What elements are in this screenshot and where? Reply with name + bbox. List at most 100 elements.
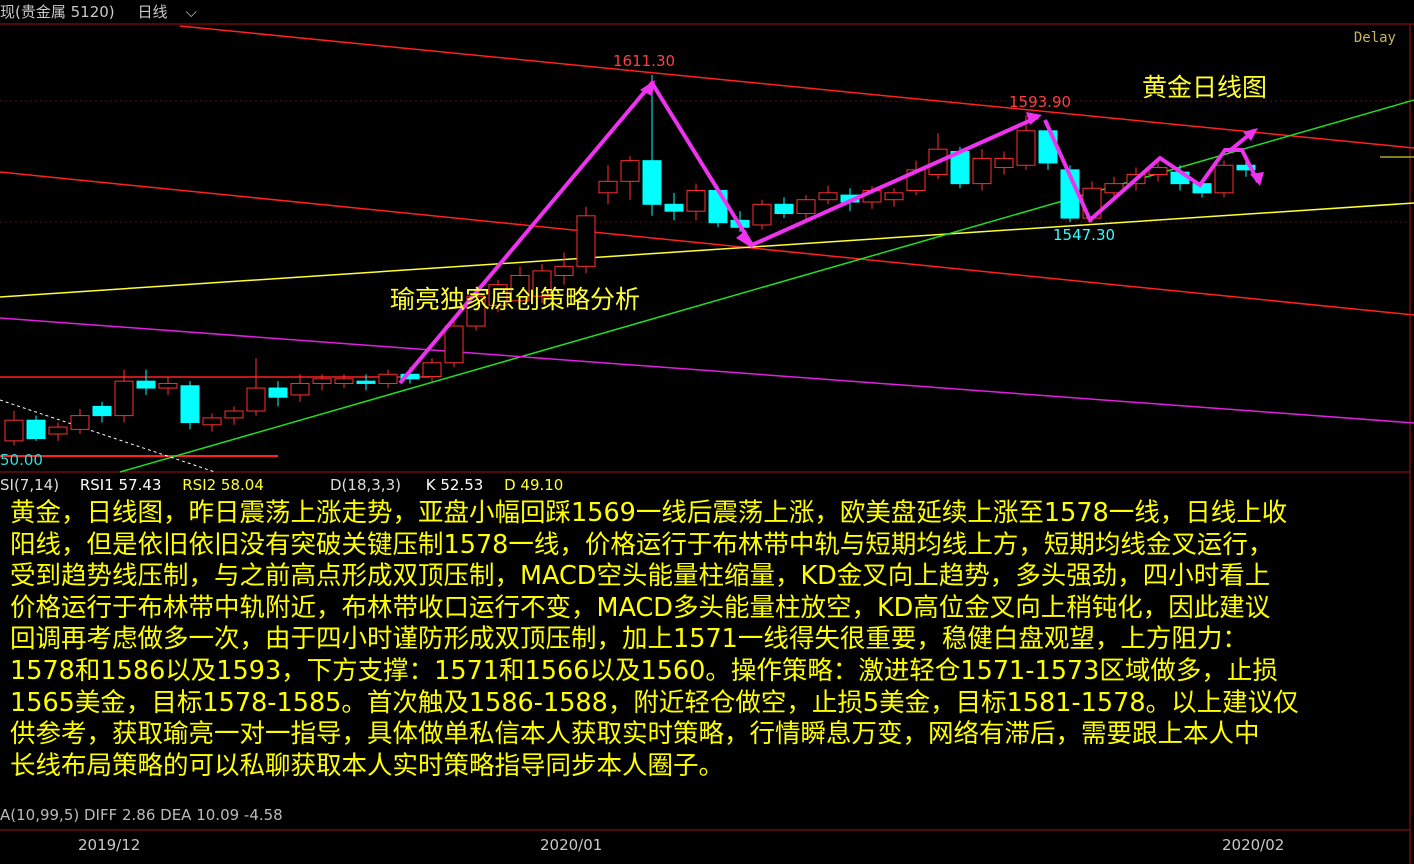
candle (70, 408, 90, 434)
analysis-line: 价格运行于布林带中轨附近，布林带收口运行不变，MACD多头能量柱放空，KD高位金… (10, 592, 1271, 623)
candle-body (136, 380, 156, 389)
candle (48, 422, 68, 441)
arrow-head-icon (1243, 128, 1258, 141)
candle-body (1236, 164, 1256, 171)
candle (620, 156, 640, 200)
candle (554, 252, 574, 285)
analysis-line: 黄金，日线图，昨日震荡上涨走势，亚盘小幅回踩1569一线后震荡上涨，欧美盘延续上… (10, 498, 1288, 528)
candle (312, 374, 332, 391)
symbol-label: 现(贵金属 5120) (0, 3, 115, 21)
candle (290, 374, 310, 402)
candle-body (422, 362, 442, 378)
dotted-white-line (0, 399, 216, 473)
candle-body (620, 160, 640, 182)
candle (92, 401, 112, 423)
green-trend-line (119, 99, 1414, 473)
candle (598, 165, 618, 205)
candle (664, 192, 684, 221)
candle (510, 266, 530, 308)
candle-body (246, 387, 266, 412)
candle-body (70, 415, 90, 430)
x-tick-label: 2020/01 (540, 836, 603, 854)
candle-body (796, 199, 816, 214)
arrow-head-icon (1250, 172, 1264, 186)
candle-body (114, 380, 134, 417)
axis-value-label: 50.00 (0, 451, 43, 469)
chevron-down-icon: ⌵ (185, 3, 197, 21)
candle-body (752, 203, 772, 226)
period-label: 日线 (137, 3, 168, 21)
candle-body (510, 275, 530, 302)
period-selector[interactable]: 日线 ⌵ (137, 3, 214, 21)
kd-name[interactable]: D(18,3,3) (330, 476, 401, 494)
candle (752, 199, 772, 230)
candle-body (202, 417, 222, 426)
candle (576, 206, 596, 274)
analysis-arrows (398, 79, 1260, 385)
candle (686, 183, 706, 221)
candle-body (1016, 130, 1036, 166)
arrow-head-icon (736, 230, 752, 248)
support-yellow-line (0, 202, 1414, 298)
candle-body (686, 190, 706, 212)
trend-lines (0, 25, 1414, 473)
analysis-text: 黄金，日线图，昨日震荡上涨走势，亚盘小幅回踩1569一线后震荡上涨，欧美盘延续上… (10, 498, 1410, 782)
candle-body (642, 160, 662, 205)
arrow-path (398, 79, 1039, 385)
candle (774, 197, 794, 219)
annotation: 瑜亮独家原创策略分析 (390, 285, 641, 314)
candle (158, 376, 178, 395)
candle-body (92, 405, 112, 417)
candle (246, 358, 266, 416)
analysis-line: 1565美金，目标1578-1585。首次触及1586-1588，附近轻仓做空，… (10, 687, 1299, 718)
arrow-head-icon (1026, 112, 1042, 125)
candle (378, 369, 398, 389)
analysis-line: 受到趋势线压制，与之前高点形成双顶压制，MACD空头能量柱缩量，KD金叉向上趋势… (10, 561, 1271, 592)
candle-body (334, 378, 354, 384)
rsi1-value: RSI1 57.43 (79, 476, 162, 494)
candle-body (532, 270, 552, 297)
rsi-legend: SI(7,14) RSI1 57.43 RSI2 58.04 (0, 476, 280, 494)
candles (4, 75, 1256, 446)
chart-title: 黄金日线图 (1142, 73, 1268, 102)
price-label-low: 1547.30 (1053, 226, 1116, 244)
rsi-name[interactable]: SI(7,14) (0, 476, 60, 494)
candle-body (818, 192, 838, 201)
candle-body (158, 382, 178, 389)
candle (224, 406, 244, 425)
analysis-line: 长线布局策略的可以私聊获取本人实时策略指导同步本人圈子。 (10, 750, 725, 781)
upper-resistance-line (179, 25, 1414, 149)
x-tick-label: 2020/02 (1222, 836, 1285, 854)
candle (4, 411, 24, 446)
candle (334, 374, 354, 389)
candle-body (4, 419, 24, 442)
candle (906, 160, 926, 196)
candle-body (994, 157, 1014, 169)
candle (444, 321, 464, 368)
analysis-line: 1578和1586以及1593，下方支撑：1571和1566以及1560。操作策… (10, 655, 1278, 686)
candle-body (444, 325, 464, 364)
chart-header: 现(贵金属 5120) 日线 ⌵ (0, 0, 233, 24)
candle-body (268, 387, 288, 398)
macd-legend: A(10,99,5) DIFF 2.86 DEA 10.09 -4.58 (0, 806, 283, 824)
analysis-line: 阳线，但是依旧依旧没有突破关键压制1578一线，价格运行于布林带中轨与短期均线上… (10, 529, 1274, 560)
candle-body (48, 426, 68, 435)
candle-body (884, 192, 904, 201)
candle-body (400, 373, 420, 380)
candle-body (290, 382, 310, 396)
delay-badge: Delay (1353, 30, 1396, 46)
candle (180, 381, 200, 430)
magenta-channel-line (0, 317, 1414, 424)
k-value: K 52.53 (425, 476, 484, 494)
candle (928, 133, 948, 180)
candle-body (554, 265, 574, 277)
candle-body (598, 180, 618, 194)
candle-body (466, 295, 486, 327)
candle-body (708, 190, 728, 224)
candle (532, 264, 552, 304)
candle (268, 381, 288, 407)
candle-body (180, 385, 200, 423)
arrow-path (1043, 119, 1260, 224)
chart-frame (0, 23, 1414, 864)
candle-body (224, 410, 244, 419)
